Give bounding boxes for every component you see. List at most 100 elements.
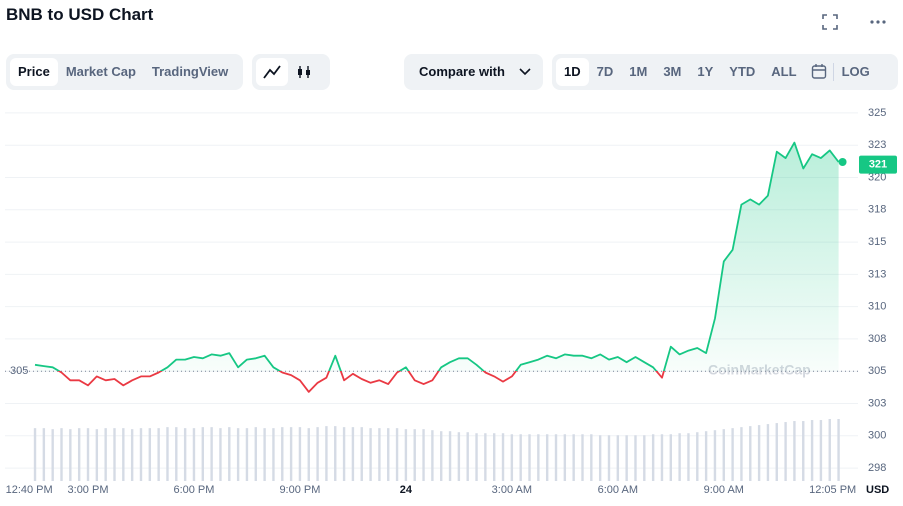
x-tick-label: 12:05 PM xyxy=(809,484,856,496)
fullscreen-icon[interactable] xyxy=(822,14,838,30)
volume-bar xyxy=(387,428,390,481)
calendar[interactable] xyxy=(805,58,833,86)
range-7d[interactable]: 7D xyxy=(596,64,614,79)
volume-bar xyxy=(510,434,514,481)
volume-bar xyxy=(598,435,602,481)
more-icon[interactable] xyxy=(870,20,886,24)
volume-bar xyxy=(148,428,152,481)
volume-bar xyxy=(572,434,575,481)
volume-bar xyxy=(616,435,620,481)
volume-bar xyxy=(351,427,355,481)
y-tick-label: 303 xyxy=(868,397,886,409)
y-tick-label: 320 xyxy=(868,171,886,183)
volume-bar xyxy=(369,428,372,481)
volume-bar xyxy=(519,434,522,481)
volume-bar xyxy=(457,432,461,481)
volume-bar xyxy=(316,427,319,481)
volume-bar xyxy=(766,424,770,481)
volume-bar xyxy=(95,429,99,481)
chart-type xyxy=(252,54,330,90)
volume-bar xyxy=(307,428,310,481)
volume-bar xyxy=(501,433,505,481)
volume-bar xyxy=(775,423,778,481)
line-type[interactable] xyxy=(256,58,288,86)
volume-bar xyxy=(660,434,664,481)
range-1m[interactable]: 1M xyxy=(629,64,648,79)
x-tick-label: 3:00 PM xyxy=(68,484,109,496)
candle-type[interactable] xyxy=(288,58,320,86)
range-1d[interactable]: 1D xyxy=(556,58,589,86)
volume-bar xyxy=(254,427,257,481)
y-tick-label: 323 xyxy=(868,139,886,151)
volume-bar xyxy=(722,429,725,481)
compare-label: Compare with xyxy=(419,64,505,79)
volume-bar xyxy=(466,432,469,481)
volume-bar xyxy=(113,428,116,481)
volume-bar xyxy=(793,421,796,481)
volume-bar xyxy=(281,427,284,481)
baseline-label: 305 xyxy=(10,365,28,377)
volume-bar xyxy=(757,425,761,481)
volume-bar xyxy=(245,428,249,481)
divider xyxy=(832,63,834,81)
y-tick-label: 308 xyxy=(868,333,886,345)
volume-bar xyxy=(607,435,611,481)
volume-bar xyxy=(696,432,699,481)
tab-price[interactable]: Price xyxy=(10,58,58,86)
volume-bar xyxy=(166,427,169,481)
y-tick-label: 315 xyxy=(868,236,886,248)
volume-bar xyxy=(563,434,567,481)
log-toggle[interactable]: LOG xyxy=(841,64,870,79)
price-area xyxy=(35,142,839,372)
volume-bar xyxy=(837,419,840,481)
volume-bar xyxy=(651,434,655,481)
volume-bar xyxy=(334,426,337,481)
volume-bar xyxy=(60,428,63,481)
volume-bar xyxy=(484,433,487,481)
view-tabs: Price Market Cap TradingView xyxy=(6,54,243,90)
volume-bar xyxy=(448,431,452,481)
volume-bar xyxy=(104,428,107,481)
tab-tradingview[interactable]: TradingView xyxy=(151,64,229,79)
volume-bar xyxy=(475,433,478,481)
volume-bar xyxy=(325,426,328,481)
volume-bar xyxy=(819,420,823,481)
volume-bar xyxy=(643,435,646,481)
volume-bar xyxy=(749,426,752,481)
y-tick-label: 310 xyxy=(868,301,886,313)
volume-bar xyxy=(802,421,805,481)
y-tick-label: 325 xyxy=(868,107,886,119)
x-tick-label: 6:00 PM xyxy=(173,484,214,496)
volume-bar xyxy=(704,431,708,481)
volume-bar xyxy=(431,430,434,481)
volume-bar xyxy=(42,428,46,481)
range-all[interactable]: ALL xyxy=(771,64,797,79)
price-tag-label: 321 xyxy=(869,158,887,170)
volume-bar xyxy=(192,428,196,481)
volume-bar xyxy=(130,429,134,481)
volume-bar xyxy=(440,431,443,481)
volume-bar xyxy=(395,428,399,481)
range-ytd[interactable]: YTD xyxy=(729,64,756,79)
volume-bar xyxy=(86,428,90,481)
last-point xyxy=(838,157,847,166)
volume-bar xyxy=(378,428,381,481)
volume-bar xyxy=(298,427,302,481)
x-tick-label: 24 xyxy=(400,484,413,496)
range-3m[interactable]: 3M xyxy=(663,64,682,79)
volume-bar xyxy=(69,429,72,481)
volume-bar xyxy=(263,428,266,481)
price-tag xyxy=(859,155,897,174)
compare[interactable]: Compare with xyxy=(404,54,543,90)
volume-bar xyxy=(210,427,213,481)
volume-bar xyxy=(740,427,743,481)
range-1y[interactable]: 1Y xyxy=(697,64,714,79)
volume-bar xyxy=(492,433,496,481)
y-tick-label: 305 xyxy=(868,365,886,377)
tab-market-cap[interactable]: Market Cap xyxy=(65,64,136,79)
volume-bar xyxy=(678,433,681,481)
x-tick-label: 12:40 PM xyxy=(6,484,53,496)
volume-bar xyxy=(784,422,787,481)
y-tick-label: 300 xyxy=(868,430,886,442)
